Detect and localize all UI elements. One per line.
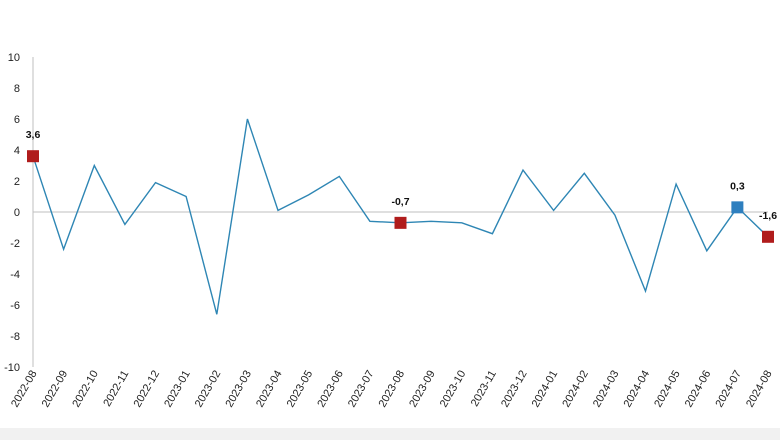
x-tick-label: 2022-11	[101, 369, 131, 409]
x-tick-label: 2023-10	[438, 369, 469, 410]
y-tick-label: 0	[14, 207, 20, 219]
y-tick-label: 4	[14, 145, 20, 157]
data-label: 3,6	[26, 129, 41, 141]
y-tick-label: -8	[10, 331, 20, 343]
x-tick-label: 2024-05	[652, 369, 683, 410]
highlight-marker	[731, 201, 744, 214]
y-tick-label: -10	[4, 362, 20, 374]
x-tick-label: 2022-10	[70, 369, 101, 410]
highlight-marker	[27, 150, 39, 163]
y-tick-label: 2	[14, 176, 20, 188]
highlight-marker	[762, 230, 774, 243]
y-tick-label: -4	[10, 269, 20, 281]
highlight-marker	[394, 216, 407, 229]
x-tick-label: 2023-11	[469, 369, 499, 409]
x-tick-label: 2023-07	[346, 369, 377, 410]
x-tick-label: 2023-09	[407, 369, 438, 410]
bottom-band	[0, 428, 780, 440]
x-tick-label: 2024-08	[744, 369, 775, 410]
x-tick-label: 2023-02	[193, 369, 224, 410]
series-line	[32, 118, 769, 315]
y-tick-label: 6	[14, 114, 20, 126]
x-tick-label: 2022-08	[9, 369, 40, 410]
y-tick-label: -2	[10, 238, 20, 250]
x-tick-label: 2023-08	[377, 369, 408, 410]
y-tick-label: 8	[14, 83, 20, 95]
y-tick-label: -6	[10, 300, 20, 312]
x-tick-label: 2024-01	[530, 369, 561, 410]
y-tick-label: 10	[8, 52, 20, 64]
x-tick-label: 2022-12	[132, 369, 163, 410]
x-tick-label: 2023-01	[162, 369, 193, 410]
x-tick-label: 2024-04	[622, 369, 653, 410]
x-tick-label: 2024-07	[713, 369, 744, 410]
data-label: -1,6	[759, 210, 777, 222]
x-tick-label: 2024-02	[560, 369, 591, 410]
x-tick-label: 2024-03	[591, 369, 622, 410]
x-tick-label: 2023-04	[254, 369, 285, 410]
data-label: -0,7	[391, 196, 409, 208]
x-tick-label: 2023-03	[223, 369, 254, 410]
x-tick-label: 2024-06	[683, 369, 714, 410]
x-tick-label: 2023-12	[499, 369, 530, 410]
x-tick-label: 2022-09	[40, 369, 71, 410]
x-tick-label: 2023-05	[285, 369, 316, 410]
x-tick-label: 2023-06	[315, 369, 346, 410]
data-label: 0,3	[730, 180, 745, 192]
